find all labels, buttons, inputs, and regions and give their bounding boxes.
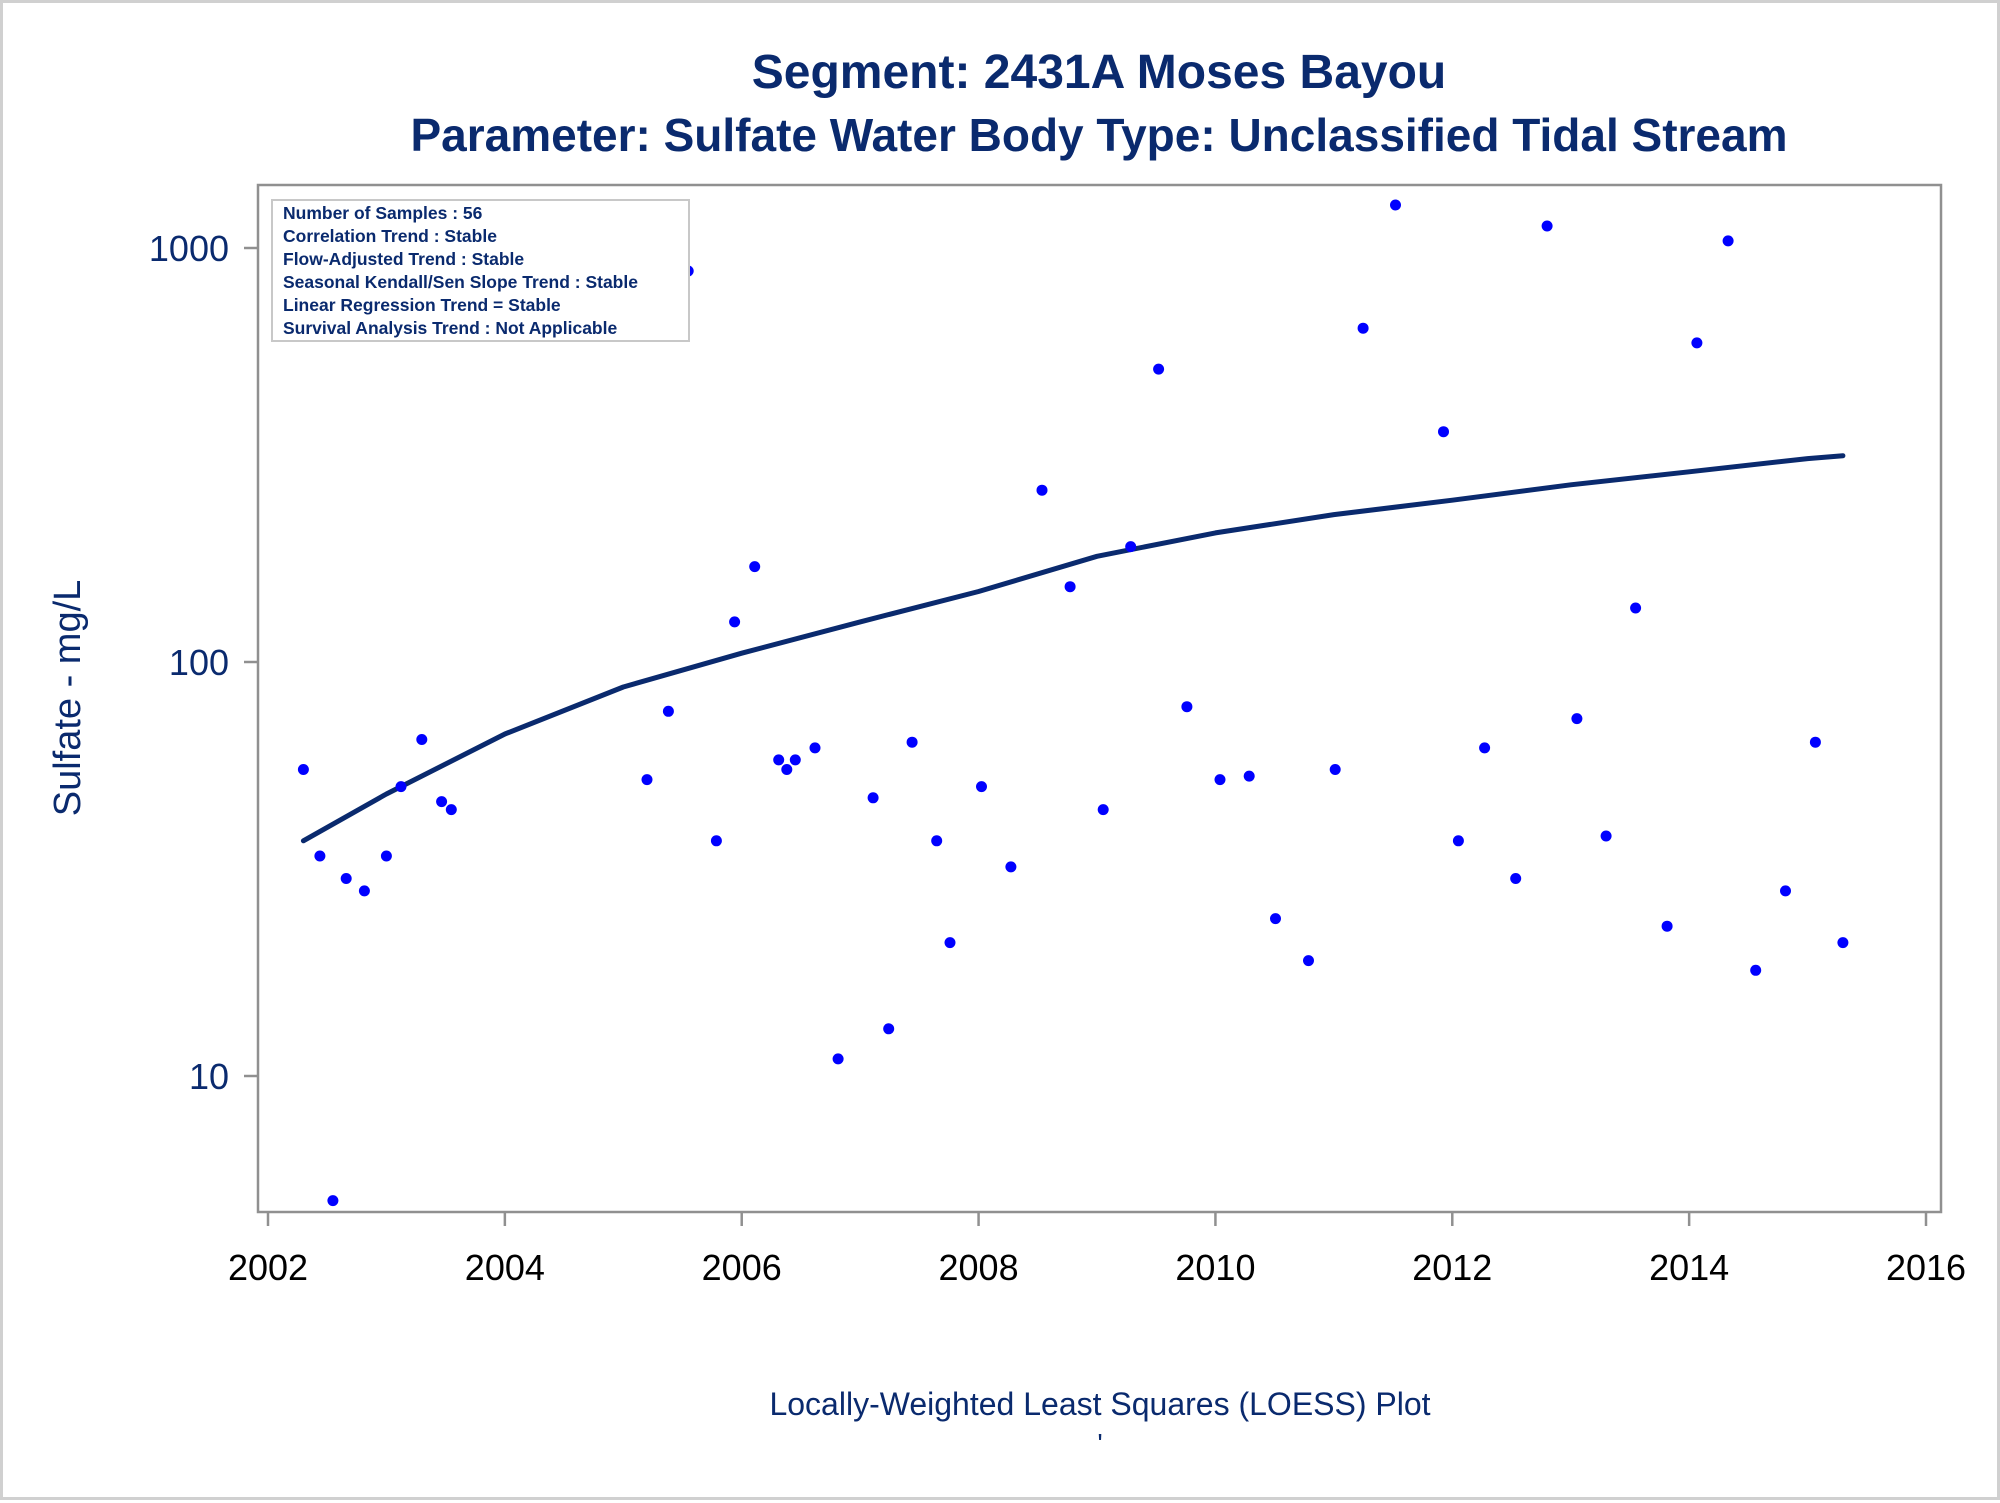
- sample-point: [445, 804, 457, 816]
- sample-point: [1571, 713, 1583, 725]
- sample-point: [436, 796, 448, 808]
- sample-point: [1181, 701, 1193, 713]
- info-box-frame: [271, 199, 690, 342]
- x-tick-label: 2008: [939, 1247, 1019, 1288]
- info-linear-regression-trend: Linear Regression Trend = Stable: [283, 295, 561, 315]
- sample-point: [1809, 736, 1821, 748]
- sample-point: [1452, 835, 1464, 847]
- y-axis-label: Sulfate - mg/L: [47, 580, 89, 817]
- x-tick-label: 2002: [228, 1247, 308, 1288]
- sample-point: [1005, 861, 1017, 873]
- sample-point: [832, 1053, 844, 1065]
- sample-point: [883, 1023, 895, 1035]
- sample-point: [1600, 830, 1612, 842]
- info-survival-analysis-trend: Survival Analysis Trend : Not Applicable: [283, 318, 617, 338]
- y-tick-label: 1000: [149, 228, 229, 269]
- sample-point: [395, 781, 407, 793]
- sample-point: [1303, 955, 1314, 967]
- sample-point: [1036, 484, 1048, 496]
- footnote-mark: ': [1097, 1428, 1102, 1459]
- sample-point: [944, 937, 956, 949]
- sample-point: [416, 734, 428, 745]
- sample-point: [1357, 322, 1369, 334]
- info-seasonal-kendall-trend: Seasonal Kendall/Sen Slope Trend : Stabl…: [283, 272, 638, 292]
- sample-point: [358, 885, 370, 897]
- sample-point: [662, 705, 674, 717]
- x-tick-label: 2006: [702, 1247, 782, 1288]
- sample-point: [1691, 337, 1703, 349]
- loess-chart: Segment: 2431A Moses Bayou Parameter: Su…: [47, 46, 1966, 1459]
- sample-point: [380, 850, 392, 862]
- chart-subtitle: Parameter: Sulfate Water Body Type: Uncl…: [410, 109, 1787, 161]
- x-tick-label: 2016: [1886, 1247, 1966, 1288]
- y-tick-label: 10: [189, 1056, 229, 1097]
- sample-point: [327, 1195, 339, 1207]
- sample-point: [1438, 426, 1449, 438]
- sample-points: [297, 199, 1849, 1207]
- footnote: Locally-Weighted Least Squares (LOESS) P…: [769, 1386, 1430, 1422]
- sample-point: [710, 835, 722, 847]
- sample-point: [1270, 913, 1281, 925]
- sample-point: [867, 792, 879, 804]
- info-samples: Number of Samples : 56: [283, 203, 483, 223]
- sample-point: [1243, 770, 1255, 782]
- sample-point: [729, 616, 741, 628]
- y-axis-ticks: 10 100 1000: [149, 228, 258, 1097]
- sample-point: [314, 850, 326, 862]
- sample-point: [1479, 742, 1491, 754]
- sample-point: [1214, 774, 1226, 786]
- sample-point: [1064, 581, 1076, 593]
- sample-point: [1750, 964, 1762, 976]
- sample-point: [789, 754, 801, 766]
- sample-point: [809, 742, 821, 754]
- plot-area: [256, 183, 1943, 1214]
- x-tick-label: 2014: [1649, 1247, 1729, 1288]
- sample-point: [1097, 804, 1109, 816]
- sample-point: [773, 754, 785, 766]
- loess-trend-line: [300, 453, 1846, 844]
- chart-title: Segment: 2431A Moses Bayou: [752, 46, 1446, 99]
- sample-point: [906, 736, 918, 748]
- sample-point: [297, 764, 309, 775]
- x-axis-ticks: 2002 2004 2006 2008 2010 2012 2014 2016: [228, 1212, 1966, 1288]
- sample-point: [1390, 199, 1401, 211]
- sample-point: [1722, 235, 1734, 247]
- x-tick-label: 2004: [465, 1247, 545, 1288]
- sample-point: [1837, 937, 1849, 949]
- sample-point: [641, 774, 653, 786]
- info-box: Number of Samples : 56 Correlation Trend…: [271, 199, 690, 342]
- sample-point: [976, 781, 987, 793]
- loess-trend: [300, 453, 1846, 844]
- sample-point: [1125, 541, 1137, 553]
- sample-point: [1153, 363, 1165, 375]
- sample-point: [1630, 602, 1642, 614]
- x-tick-label: 2010: [1175, 1247, 1255, 1288]
- info-flow-adjusted-trend: Flow-Adjusted Trend : Stable: [283, 249, 524, 269]
- sample-point: [340, 873, 352, 884]
- x-tick-label: 2012: [1412, 1247, 1492, 1288]
- info-correlation-trend: Correlation Trend : Stable: [283, 226, 497, 246]
- sample-point: [1329, 764, 1341, 775]
- sample-point: [931, 835, 943, 847]
- sample-point: [1541, 220, 1553, 232]
- sample-point: [781, 764, 793, 775]
- sample-point: [749, 561, 761, 573]
- y-tick-label: 100: [169, 642, 229, 683]
- sample-point: [1661, 920, 1673, 932]
- sample-point: [1780, 885, 1791, 897]
- sample-point: [1510, 873, 1522, 884]
